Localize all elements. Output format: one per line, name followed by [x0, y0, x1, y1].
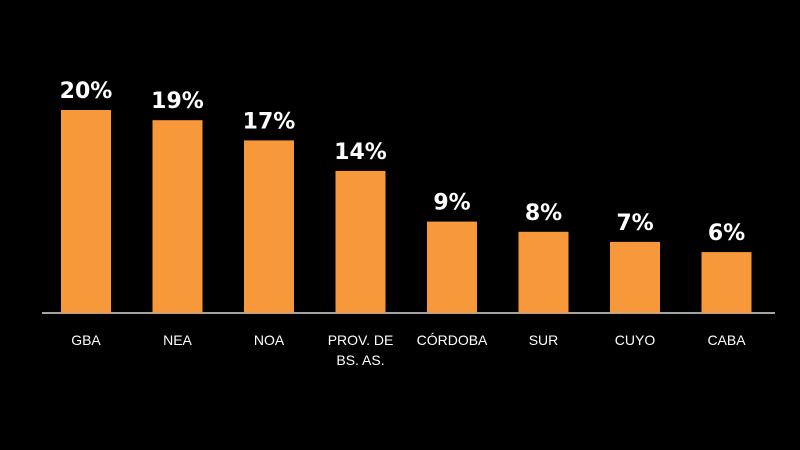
category-label-line: CÓRDOBA — [417, 332, 488, 348]
bar-caba — [701, 252, 752, 313]
category-label-line: NEA — [163, 332, 192, 348]
category-label-line: CUYO — [615, 332, 656, 348]
category-labels-group: GBA NEA NOA PROV. DE BS. AS. CÓRDOBA SUR CUYO CA… — [71, 332, 746, 368]
bar-sur — [518, 231, 569, 313]
bar-cuyo — [610, 241, 660, 313]
value-label: 20% — [60, 79, 113, 104]
value-label: 7% — [616, 211, 653, 236]
bar-c-rdoba — [427, 221, 477, 313]
category-label-line: BS. AS. — [336, 352, 384, 368]
category-label: CUYO — [615, 332, 656, 348]
value-label: 9% — [433, 191, 470, 216]
bars-group — [61, 110, 752, 313]
category-label: CÓRDOBA — [417, 332, 488, 348]
value-label: 8% — [525, 201, 562, 226]
value-label: 14% — [334, 140, 387, 165]
bar-gba — [61, 110, 111, 313]
category-label-line: GBA — [71, 332, 101, 348]
value-labels-group: 20% 19% 17% 14% 9% 8% 7% 6% — [60, 79, 746, 246]
value-label: 6% — [708, 221, 745, 246]
category-label: GBA — [71, 332, 101, 348]
value-label: 19% — [151, 89, 204, 114]
bar-nea — [152, 120, 203, 313]
category-label: PROV. DE BS. AS. — [328, 332, 394, 368]
value-label: 17% — [243, 109, 296, 134]
bar-noa — [244, 140, 294, 313]
category-label: CABA — [707, 332, 746, 348]
category-label-line: NOA — [254, 332, 285, 348]
bar-prov-de-bs-as- — [335, 170, 386, 313]
category-label: NOA — [254, 332, 285, 348]
category-label: NEA — [163, 332, 192, 348]
category-label-line: CABA — [707, 332, 746, 348]
category-label: SUR — [529, 332, 559, 348]
category-label-line: PROV. DE — [328, 332, 394, 348]
category-label-line: SUR — [529, 332, 559, 348]
